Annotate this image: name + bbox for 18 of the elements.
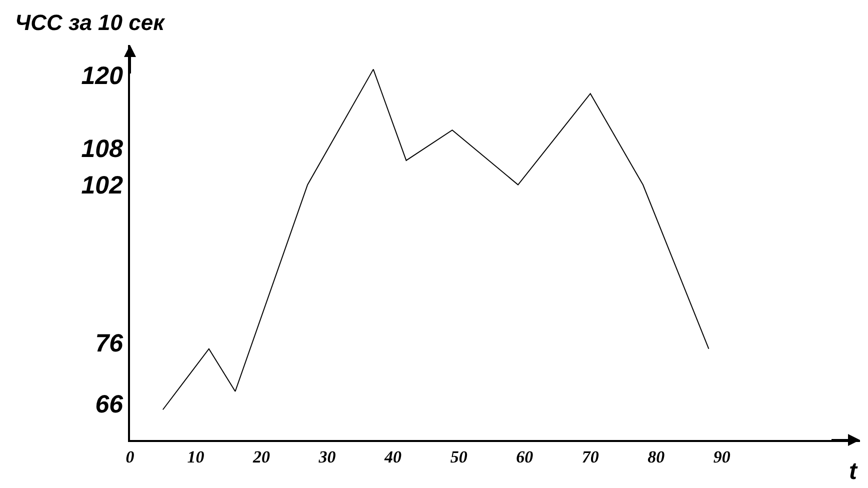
y-tick-label: 102 bbox=[81, 172, 124, 200]
x-tick-label: 50 bbox=[450, 447, 468, 466]
x-tick-label: 20 bbox=[252, 447, 271, 466]
x-tick-label: 70 bbox=[582, 447, 600, 466]
x-tick-label: 10 bbox=[187, 447, 205, 466]
x-tick-label: 30 bbox=[318, 447, 336, 466]
x-tick-label: 90 bbox=[713, 447, 731, 466]
x-tick-label: 80 bbox=[648, 447, 666, 466]
y-tick-label: 66 bbox=[95, 390, 124, 418]
x-tick-label: 40 bbox=[384, 447, 402, 466]
x-axis-title: t bbox=[849, 458, 858, 485]
y-tick-label: 108 bbox=[81, 135, 124, 164]
x-tick-label: 0 bbox=[126, 447, 135, 466]
y-tick-label: 120 bbox=[81, 62, 124, 90]
x-tick-label: 60 bbox=[516, 447, 534, 466]
y-axis-title: ЧСС за 10 сек bbox=[15, 10, 166, 35]
line-series bbox=[162, 68, 710, 410]
y-tick-label: 76 bbox=[95, 330, 124, 358]
